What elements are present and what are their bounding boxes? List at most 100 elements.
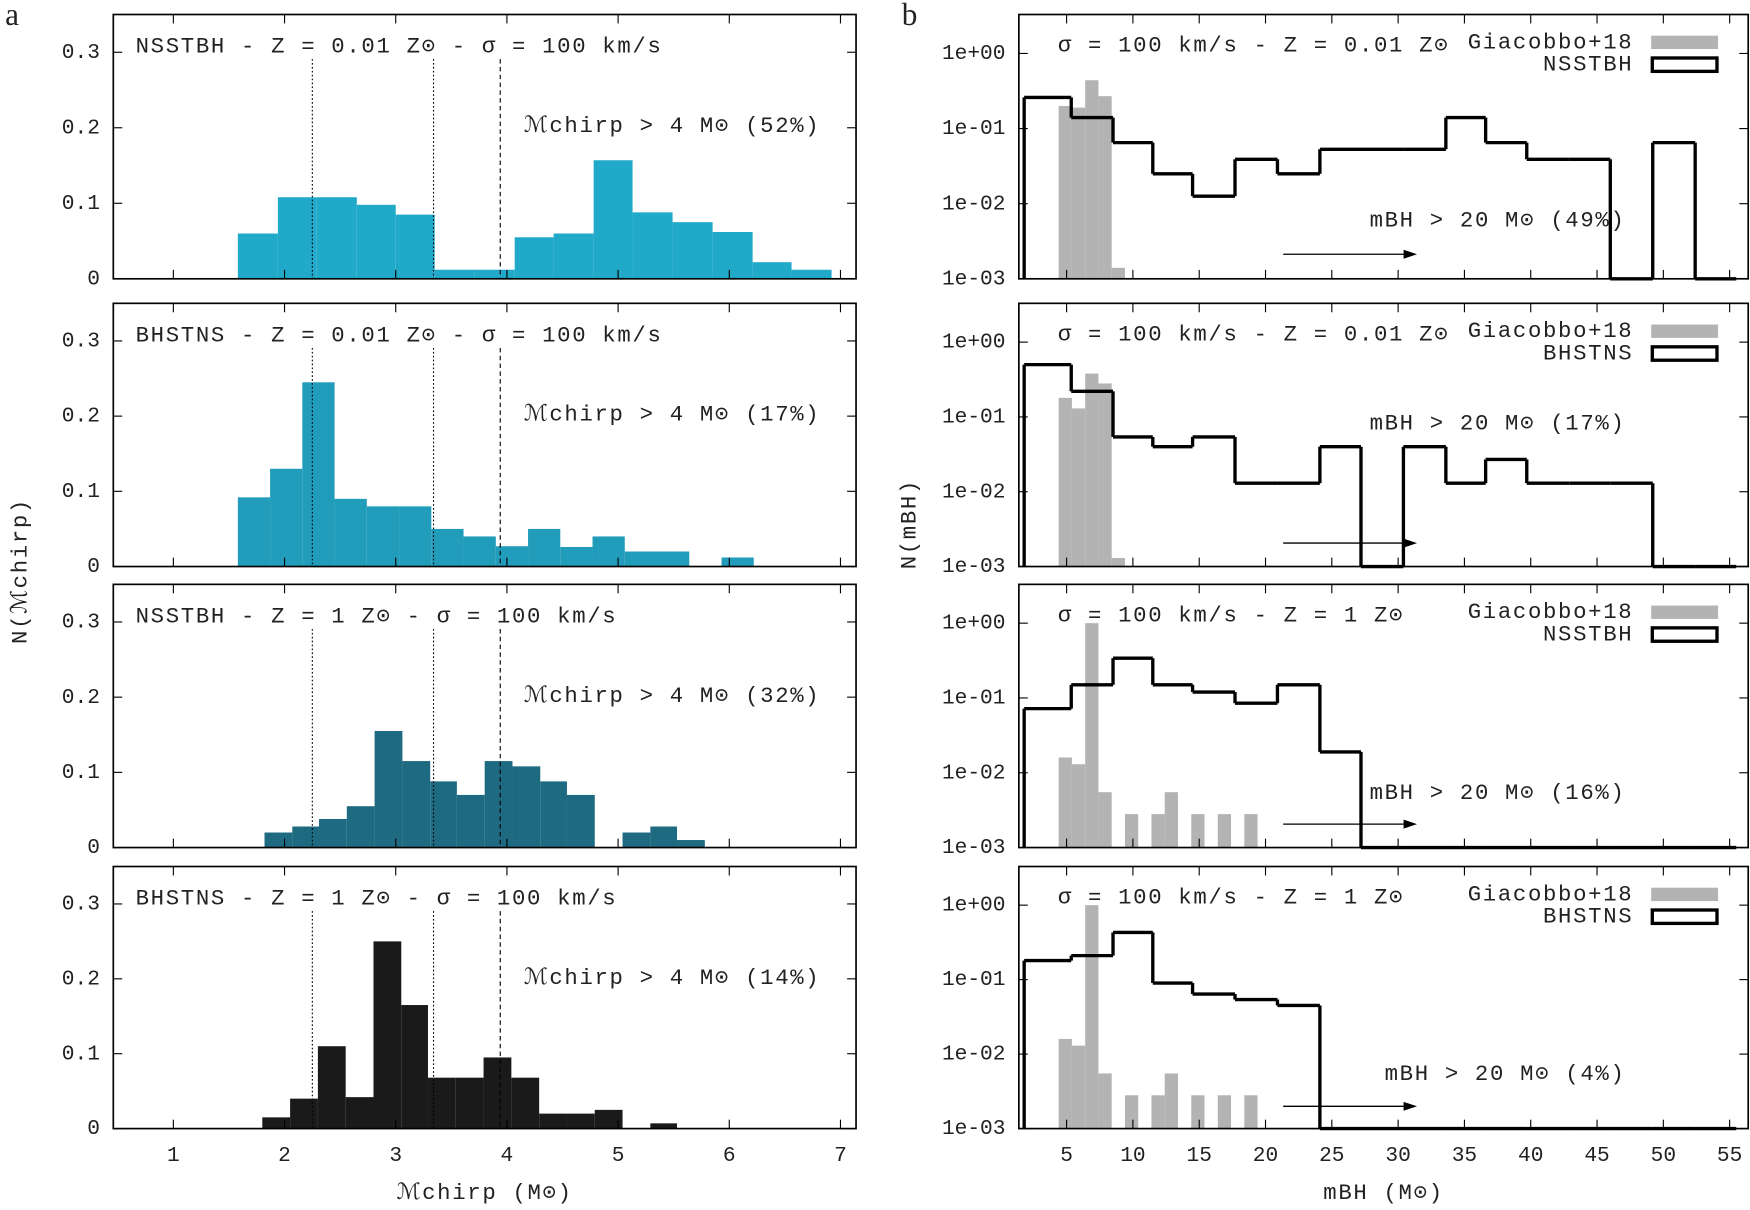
bar	[237, 233, 278, 279]
y-tick-label: 0.1	[62, 761, 100, 785]
bar	[512, 766, 541, 848]
x-axis-label: mBH (M⊙)	[1323, 1180, 1443, 1206]
x-tick-label: 35	[1452, 1144, 1477, 1168]
bar	[1098, 96, 1112, 279]
plot-frame	[112, 13, 857, 280]
bar	[1085, 623, 1099, 848]
bar	[431, 528, 464, 567]
x-tick-label: 1	[167, 1144, 180, 1168]
bar	[539, 1113, 567, 1129]
y-tick-label: 1e-01	[942, 968, 1006, 992]
plot-frame	[112, 302, 857, 568]
bar	[401, 1005, 428, 1129]
bar	[1244, 1095, 1258, 1129]
y-tick-label: 0.2	[62, 967, 100, 991]
bar	[402, 761, 431, 848]
plot-frame	[112, 865, 857, 1130]
bar	[395, 214, 435, 279]
plot-frame	[112, 583, 857, 849]
panel-title: σ = 100 km/s - Z = 1 Z⊙	[1058, 602, 1404, 628]
bar	[1124, 1095, 1139, 1129]
annotation: mBH > 20 M⊙ (4%)	[1385, 1061, 1626, 1087]
panel-label: b	[902, 0, 918, 32]
bar	[495, 546, 529, 567]
y-tick-label: 1e-02	[942, 1043, 1006, 1067]
bar	[455, 1077, 484, 1129]
x-tick-label: 15	[1186, 1144, 1211, 1168]
legend-swatch	[1651, 605, 1719, 619]
bar	[366, 506, 400, 567]
annotation: ℳchirp > 4 M⊙ (17%)	[524, 402, 821, 428]
x-tick-label: 10	[1120, 1144, 1145, 1168]
bar	[1058, 1038, 1072, 1129]
bar	[721, 557, 754, 567]
legend-swatch	[1650, 626, 1719, 643]
bar	[1244, 814, 1258, 848]
x-tick-label: 5	[612, 1144, 625, 1168]
y-tick-label: 0.3	[62, 41, 100, 65]
bar	[622, 832, 651, 848]
y-tick-label: 1e-01	[942, 117, 1006, 141]
x-tick-label: 25	[1319, 1144, 1344, 1168]
bar	[264, 832, 293, 848]
bar	[1164, 1073, 1178, 1129]
legend-swatch	[1651, 35, 1719, 50]
annotation: ℳchirp > 4 M⊙ (14%)	[524, 965, 821, 991]
panel-title: NSSTBH - Z = 0.01 Z⊙ - σ = 100 km/s	[136, 34, 663, 60]
x-tick-label: 4	[501, 1144, 514, 1168]
bar	[1191, 814, 1205, 848]
panel-title: NSSTBH - Z = 1 Z⊙ - σ = 100 km/s	[136, 604, 618, 630]
legend-label: NSSTBH	[1543, 621, 1633, 647]
y-tick-label: 0	[87, 555, 100, 579]
bar	[1071, 107, 1086, 279]
bar	[528, 528, 561, 567]
panel-label: a	[5, 0, 19, 32]
y-tick-label: 1e+00	[942, 612, 1006, 636]
y-axis-label: N(ℳchirp)	[8, 498, 34, 644]
legend-label: Giacobbo+18	[1468, 599, 1634, 625]
bar	[672, 222, 713, 279]
annotation: ℳchirp > 4 M⊙ (52%)	[524, 113, 821, 139]
x-tick-label: 2	[278, 1144, 291, 1168]
bar	[1111, 558, 1125, 567]
bar	[1098, 1073, 1112, 1129]
bar	[632, 212, 673, 279]
bar	[1071, 1045, 1086, 1129]
legend-swatch	[1651, 887, 1719, 902]
x-tick-label: 45	[1584, 1144, 1609, 1168]
bar	[1085, 80, 1099, 279]
x-tick-label: 30	[1385, 1144, 1410, 1168]
bar	[270, 468, 303, 567]
arrow-head	[1403, 249, 1417, 259]
arrow-head	[1403, 819, 1417, 829]
legend-swatch	[1651, 324, 1719, 338]
panel-title: σ = 100 km/s - Z = 0.01 Z⊙	[1058, 321, 1449, 347]
y-tick-label: 0	[87, 836, 100, 860]
bar	[373, 941, 402, 1129]
plot-frame	[1018, 865, 1750, 1130]
panel-title: σ = 100 km/s - Z = 1 Z⊙	[1058, 885, 1404, 911]
annotation: mBH > 20 M⊙ (17%)	[1370, 411, 1626, 437]
bar	[650, 1123, 678, 1129]
y-tick-label: 0.3	[62, 330, 100, 354]
bar	[290, 1098, 318, 1129]
y-tick-label: 0.2	[62, 686, 100, 710]
plot-frame	[1018, 583, 1750, 849]
y-tick-label: 0.3	[62, 611, 100, 635]
bar	[316, 197, 357, 279]
bar	[317, 1046, 346, 1129]
legend-label: Giacobbo+18	[1468, 29, 1634, 55]
x-tick-label: 55	[1717, 1144, 1742, 1168]
bar	[650, 826, 678, 848]
bar	[593, 160, 633, 279]
legend-label: BHSTNS	[1543, 340, 1633, 366]
legend-swatch	[1650, 345, 1719, 362]
bar	[345, 1097, 374, 1129]
y-tick-label: 1e-03	[942, 836, 1006, 860]
bar	[1151, 814, 1165, 848]
bar	[1058, 757, 1072, 848]
bar	[463, 536, 496, 567]
y-tick-label: 1e-02	[942, 761, 1006, 785]
legend-label: NSSTBH	[1543, 52, 1633, 78]
bar	[1151, 1095, 1165, 1129]
